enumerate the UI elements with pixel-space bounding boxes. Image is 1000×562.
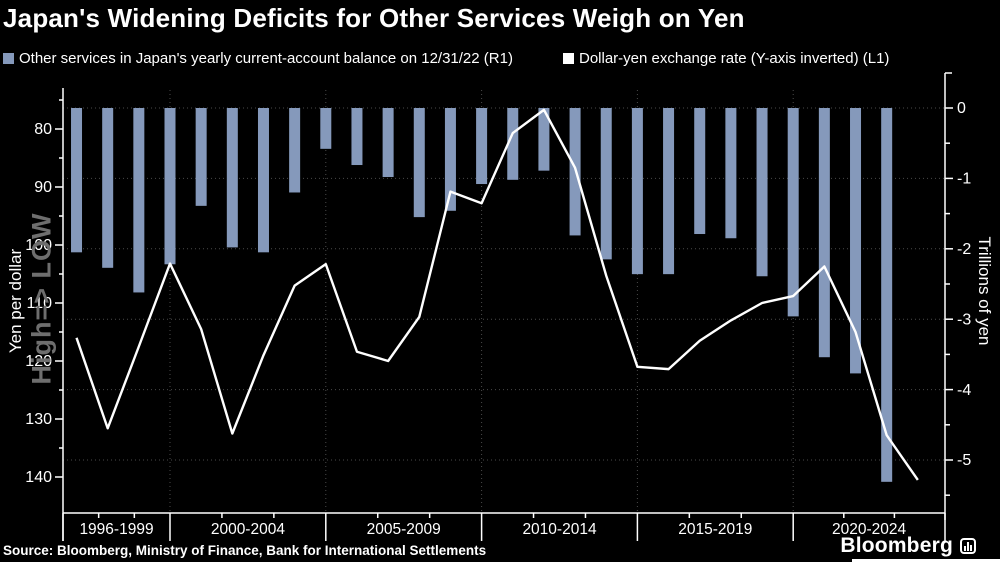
gridlines <box>63 90 945 513</box>
chart-title: Japan's Widening Deficits for Other Serv… <box>3 3 745 33</box>
bar-2005 <box>351 108 363 166</box>
x-axis-group-label-2005-2009: 2005-2009 <box>367 521 441 538</box>
x-axis-group-label-2015-2019: 2015-2019 <box>678 521 752 538</box>
legend-item-exchange-rate: Dollar-yen exchange rate (Y-axis inverte… <box>563 50 889 67</box>
x-axis-group-label-2000-2004: 2000-2004 <box>211 521 286 538</box>
bar-2013 <box>600 108 612 260</box>
legend-swatch-bar <box>3 53 14 64</box>
bar-2001 <box>226 108 238 248</box>
right-axis-tick-label--1: -1 <box>957 171 971 188</box>
left-axis-title: Yen per dollar <box>6 248 25 354</box>
bar-2003 <box>289 108 301 193</box>
right-axis-tick-label--2: -2 <box>957 241 971 258</box>
legend-swatch-line <box>563 53 574 64</box>
left-axis-tick-label-100: 100 <box>25 237 52 254</box>
x-axis <box>62 512 946 541</box>
bar-2015 <box>663 108 675 275</box>
bar-1998 <box>133 108 145 293</box>
bar-1997 <box>102 108 114 268</box>
x-axis-group-label-2020-2024: 2020-2024 <box>832 521 907 538</box>
x-axis-group-label-2010-2014: 2010-2014 <box>522 521 597 538</box>
bottom-edge-strip <box>852 559 1000 562</box>
bloomberg-wordmark: Bloomberg <box>840 534 953 557</box>
right-axis-title: Trillions of yen <box>975 236 994 346</box>
right-axis-tick-label--3: -3 <box>957 311 971 328</box>
bar-2016 <box>694 108 706 235</box>
bar-1999 <box>164 108 176 265</box>
left-axis-tick-label-90: 90 <box>34 179 52 196</box>
bar-2006 <box>382 108 394 177</box>
bar-2020 <box>818 108 830 358</box>
left-axis-tick-label-140: 140 <box>25 469 52 486</box>
legend-label-bar: Other services in Japan's yearly current… <box>19 50 513 67</box>
high-to-low-watermark: High=> LOW <box>26 212 57 385</box>
bloomberg-chart-icon <box>960 538 976 554</box>
bar-2014 <box>631 108 643 275</box>
left-axis <box>55 88 64 541</box>
bar-2000 <box>195 108 207 206</box>
bar-2010 <box>507 108 519 180</box>
bar-2021 <box>850 108 862 374</box>
bars-other-services <box>71 108 893 482</box>
left-axis-tick-label-130: 130 <box>25 411 52 428</box>
bar-2002 <box>257 108 269 253</box>
bar-2004 <box>320 108 332 149</box>
bar-2007 <box>413 108 425 218</box>
right-axis-tick-label--5: -5 <box>957 452 971 469</box>
legend-item-other-services: Other services in Japan's yearly current… <box>3 50 513 67</box>
left-axis-tick-label-110: 110 <box>26 295 52 312</box>
exchange-rate-line <box>75 108 919 481</box>
bloomberg-logo: Bloomberg <box>840 534 976 558</box>
source-note: Source: Bloomberg, Ministry of Finance, … <box>3 543 487 558</box>
x-axis-group-label-1996-1999: 1996-1999 <box>79 521 153 538</box>
bar-2011 <box>538 108 550 171</box>
right-axis <box>944 72 953 520</box>
bar-2019 <box>787 108 799 317</box>
right-axis-tick-label-0: 0 <box>957 100 966 117</box>
legend-label-line: Dollar-yen exchange rate (Y-axis inverte… <box>579 50 890 67</box>
bar-2018 <box>756 108 768 277</box>
bar-2009 <box>476 108 488 185</box>
left-axis-tick-label-120: 120 <box>25 353 52 370</box>
bar-2008 <box>444 108 456 211</box>
bar-2017 <box>725 108 737 239</box>
left-axis-tick-label-80: 80 <box>34 121 52 138</box>
bar-2022 <box>881 108 893 482</box>
bar-1996 <box>71 108 83 253</box>
right-axis-tick-label--4: -4 <box>957 382 971 399</box>
